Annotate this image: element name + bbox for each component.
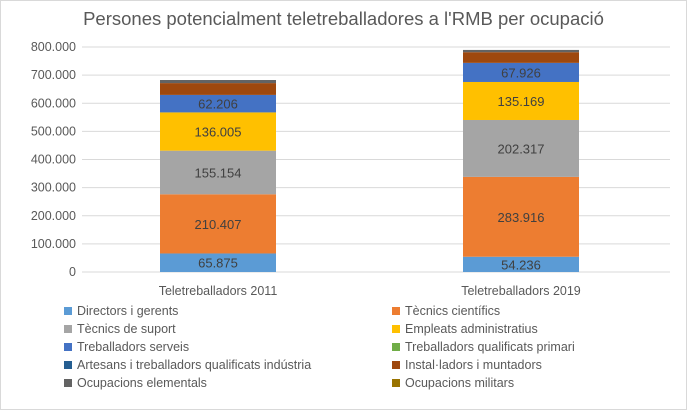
legend-marker [64, 379, 72, 387]
legend-item: Ocupacions elementals [64, 376, 207, 390]
y-tick-label: 200.000 [31, 209, 76, 223]
bar-segment [463, 176, 579, 257]
y-tick-label: 0 [69, 265, 76, 279]
legend-marker [392, 379, 400, 387]
legend-item: Tècnics científics [392, 304, 500, 318]
data-label: 62.206 [198, 97, 238, 112]
legend-item: Empleats administratius [392, 322, 538, 336]
bar-segment [463, 81, 579, 120]
data-label: 67.926 [501, 65, 541, 80]
legend-label: Directors i gerents [77, 304, 179, 318]
legend-marker [392, 343, 400, 351]
legend-marker [64, 343, 72, 351]
legend-item: Directors i gerents [64, 304, 178, 318]
y-tick-label: 100.000 [31, 237, 76, 251]
bar-segment [160, 94, 276, 113]
bar-segment [463, 62, 579, 82]
bar-segment [463, 256, 579, 272]
x-category-label: Teletreballadors 2019 [461, 284, 581, 298]
legend-marker [64, 361, 72, 369]
y-tick-label: 600.000 [31, 96, 76, 110]
bar-segment [160, 150, 276, 195]
legend-item: Instal·ladors i muntadors [392, 358, 542, 372]
y-tick-label: 800.000 [31, 40, 76, 54]
legend-label: Tècnics científics [405, 304, 501, 318]
data-label: 210.407 [195, 217, 242, 232]
legend-item: Artesans i treballadors qualificats indú… [64, 358, 311, 372]
legend-label: Empleats administratius [405, 322, 538, 336]
legend-label: Artesans i treballadors qualificats indú… [77, 358, 312, 372]
legend-marker [392, 307, 400, 315]
legend-label: Ocupacions elementals [77, 376, 207, 390]
y-tick-label: 500.000 [31, 124, 76, 138]
legend-label: Tècnics de suport [77, 322, 176, 336]
legend-item: Tècnics de suport [64, 322, 176, 336]
legend-item: Treballadors qualificats primari [392, 340, 575, 354]
legend-marker [64, 325, 72, 333]
legend-marker [392, 325, 400, 333]
legend-label: Treballadors qualificats primari [405, 340, 575, 354]
bar-segment [160, 253, 276, 272]
data-label: 54.236 [501, 257, 541, 272]
data-label: 135.169 [498, 94, 545, 109]
legend-label: Treballadors serveis [77, 340, 190, 354]
data-label: 65.875 [198, 256, 238, 271]
legend-item: Ocupacions militars [392, 376, 514, 390]
legend-item: Treballadors serveis [64, 340, 189, 354]
legend-label: Ocupacions militars [405, 376, 515, 390]
legend-marker [64, 307, 72, 315]
chart-title: Persones potencialment teletreballadores… [83, 8, 604, 29]
data-label: 283.916 [498, 210, 545, 225]
bar-segment [160, 112, 276, 151]
y-tick-label: 300.000 [31, 181, 76, 195]
bar-segment [160, 83, 276, 95]
legend-label: Instal·ladors i muntadors [405, 358, 542, 372]
y-tick-label: 700.000 [31, 68, 76, 82]
data-label: 136.005 [195, 125, 242, 140]
bar-segment [160, 194, 276, 254]
bar-segment [463, 52, 579, 63]
data-label: 202.317 [498, 141, 545, 156]
legend-marker [392, 361, 400, 369]
bar-segment [160, 80, 276, 84]
bar-segment [463, 49, 579, 53]
bar-segment [463, 119, 579, 177]
x-category-label: Teletreballadors 2011 [159, 284, 278, 298]
data-label: 155.154 [195, 165, 242, 180]
y-tick-label: 400.000 [31, 153, 76, 167]
